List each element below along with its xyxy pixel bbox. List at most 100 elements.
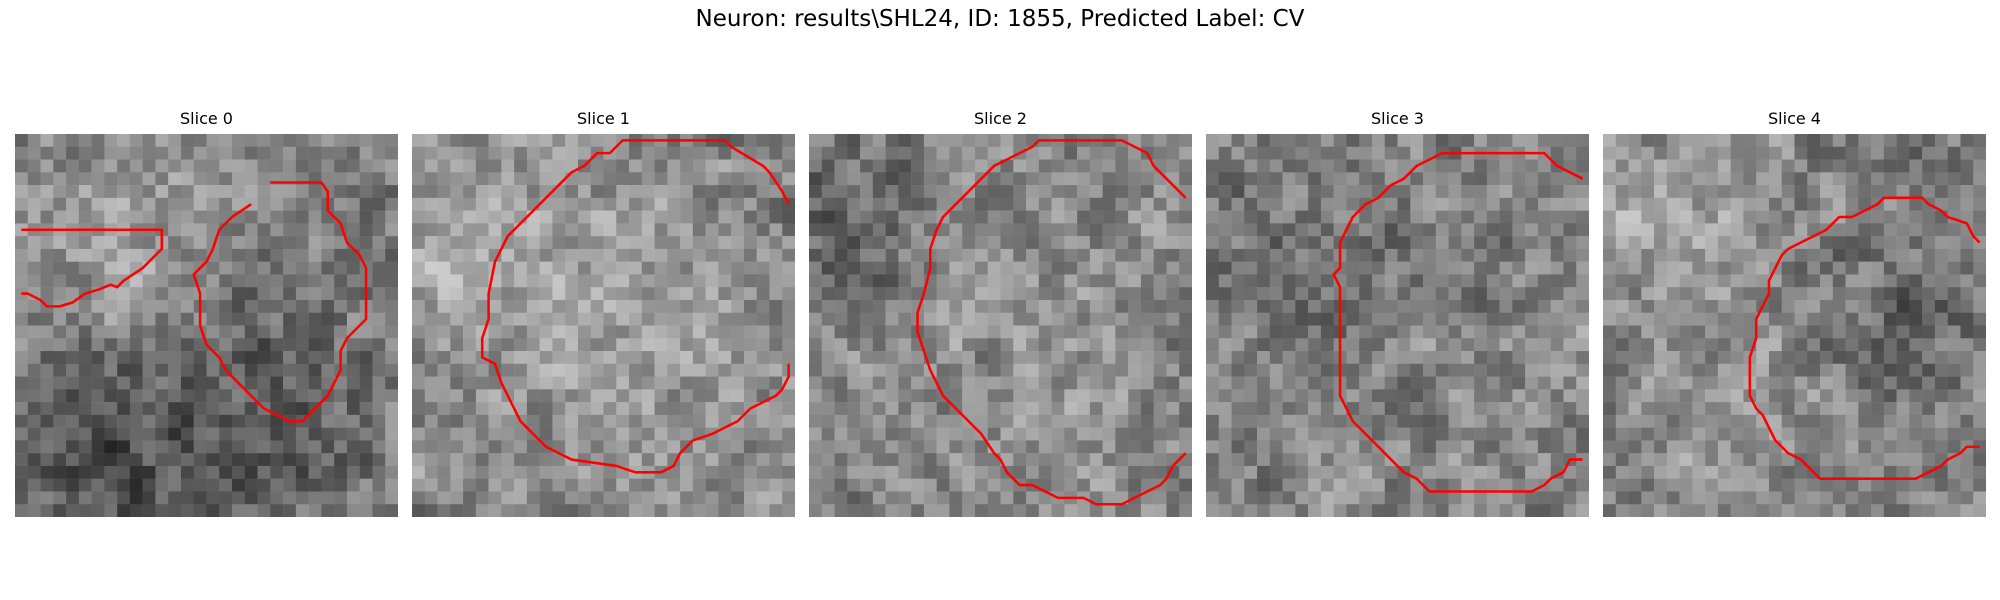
pixel [565,262,578,275]
pixel [283,274,296,287]
pixel [41,172,54,185]
pixel [873,377,886,390]
pixel [757,479,770,492]
pixel [1973,300,1986,313]
pixel [1667,453,1680,466]
pixel [450,287,463,300]
pixel [219,479,232,492]
pixel [1705,415,1718,428]
pixel [15,338,28,351]
pixel [527,287,540,300]
pixel [1270,377,1283,390]
pixel [1346,249,1359,262]
pixel [1512,479,1525,492]
pixel [1052,211,1065,224]
pixel [1973,466,1986,479]
pixel [1820,160,1833,173]
pixel [1334,440,1347,453]
pixel [207,198,220,211]
pixel [1346,147,1359,160]
pixel [1641,134,1654,147]
pixel [15,504,28,517]
pixel [1487,377,1500,390]
pixel [1538,326,1551,339]
pixel [1410,364,1423,377]
pixel [1013,466,1026,479]
pixel [1283,440,1296,453]
pixel [1629,313,1642,326]
pixel [1334,415,1347,428]
pixel [1166,440,1179,453]
pixel [1692,402,1705,415]
pixel [1922,147,1935,160]
pixel [104,287,117,300]
pixel [578,172,591,185]
pixel [718,466,731,479]
pixel [937,428,950,441]
pixel [219,415,232,428]
pixel [1115,466,1128,479]
pixel [117,313,130,326]
pixel [1718,389,1731,402]
pixel [1922,300,1935,313]
pixel [1538,185,1551,198]
pixel [168,491,181,504]
pixel [321,364,334,377]
pixel [514,313,527,326]
pixel [667,249,680,262]
pixel [1705,389,1718,402]
pixel [1692,364,1705,377]
pixel [1731,440,1744,453]
pixel [1064,389,1077,402]
pixel [540,389,553,402]
pixel [168,172,181,185]
pixel [1385,249,1398,262]
pixel [1487,300,1500,313]
pixel [975,326,988,339]
pixel [1616,287,1629,300]
pixel [949,300,962,313]
pixel [1474,223,1487,236]
pixel [1154,389,1167,402]
pixel [1206,377,1219,390]
pixel [385,160,398,173]
pixel [1960,300,1973,313]
pixel [1884,223,1897,236]
pixel [1705,351,1718,364]
pixel [309,453,322,466]
pixel [1064,300,1077,313]
pixel [1525,364,1538,377]
pixel [1731,185,1744,198]
pixel [385,351,398,364]
pixel [372,415,385,428]
pixel [245,160,258,173]
pixel [835,160,848,173]
pixel [1128,326,1141,339]
pixel [731,249,744,262]
pixel [835,262,848,275]
pixel [360,160,373,173]
pixel [28,326,41,339]
pixel [1807,134,1820,147]
pixel [385,377,398,390]
pixel [1077,428,1090,441]
pixel [667,402,680,415]
pixel [1705,223,1718,236]
pixel [988,185,1001,198]
pixel [1833,389,1846,402]
pixel [347,389,360,402]
pixel [1948,364,1961,377]
pixel [1731,300,1744,313]
pixel [1973,223,1986,236]
pixel [552,364,565,377]
pixel [693,377,706,390]
pixel [1884,491,1897,504]
pixel [1948,351,1961,364]
pixel [1270,262,1283,275]
pixel [1654,479,1667,492]
pixel [296,389,309,402]
pixel [809,185,822,198]
pixel [438,364,451,377]
pixel [924,402,937,415]
pixel [642,440,655,453]
